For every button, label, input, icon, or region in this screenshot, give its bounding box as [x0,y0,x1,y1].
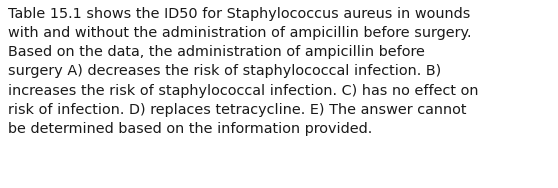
Text: Table 15.1 shows the ID50 for Staphylococcus aureus in wounds
with and without t: Table 15.1 shows the ID50 for Staphyloco… [8,7,478,136]
